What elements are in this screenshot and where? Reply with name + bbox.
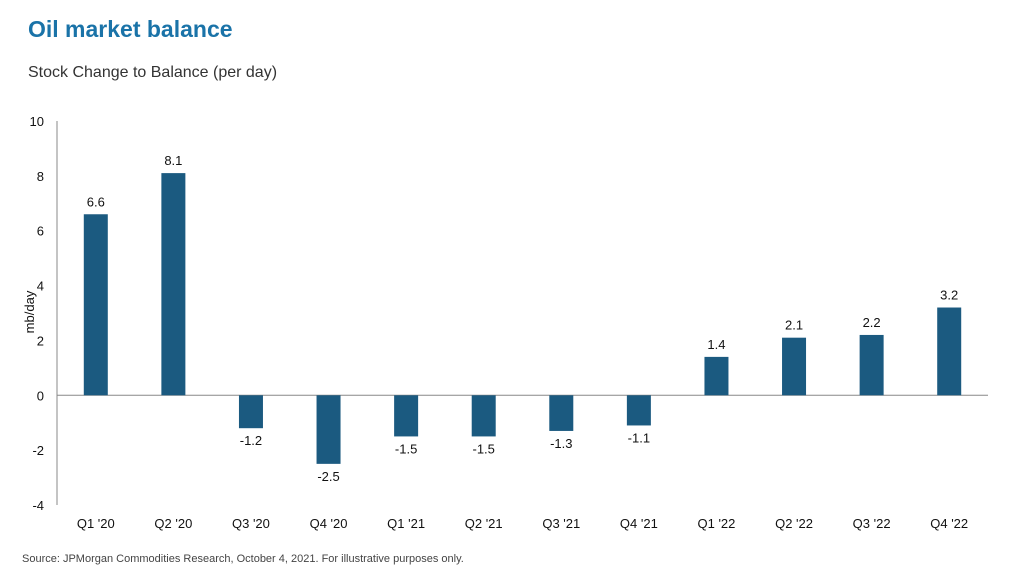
y-tick-label: 10: [30, 114, 44, 129]
data-label: -1.5: [395, 441, 417, 456]
source-note: Source: JPMorgan Commodities Research, O…: [22, 553, 464, 565]
chart-subtitle: Stock Change to Balance (per day): [28, 64, 278, 81]
data-label: -1.3: [550, 436, 572, 451]
x-tick-label: Q1 '22: [698, 516, 736, 531]
data-label: 1.4: [707, 337, 725, 352]
bar: [238, 395, 263, 429]
x-tick-label: Q2 '22: [775, 516, 813, 531]
bar: [549, 395, 574, 431]
x-tick-labels: Q1 '20 Q2 '20 Q3 '20 Q4 '20 Q1 '21 Q2 '21 Q3 '…: [77, 516, 968, 531]
bar: [937, 307, 962, 396]
bar: [626, 395, 651, 426]
x-tick-label: Q3 '21: [542, 516, 580, 531]
y-tick-label: 2: [37, 333, 44, 348]
x-tick-label: Q2 '21: [465, 516, 503, 531]
bar: [782, 337, 807, 396]
page-title: Oil market balance: [28, 16, 233, 42]
bar: [161, 173, 186, 396]
bar: [704, 356, 729, 396]
y-tick-label: 8: [37, 169, 44, 184]
data-label: -1.5: [473, 441, 495, 456]
data-label: -2.5: [317, 469, 339, 484]
data-label: 2.2: [863, 315, 881, 330]
axes: [56, 121, 988, 505]
y-tick-label: -2: [32, 443, 44, 458]
data-label: 2.1: [785, 318, 803, 333]
bar: [316, 395, 341, 464]
x-tick-label: Q1 '21: [387, 516, 425, 531]
bar: [83, 214, 108, 396]
bar: [394, 395, 419, 437]
data-label: 8.1: [164, 153, 182, 168]
y-axis-label: mb/day: [22, 290, 37, 333]
x-tick-label: Q4 '21: [620, 516, 658, 531]
x-tick-label: Q4 '22: [930, 516, 968, 531]
bar: [859, 334, 884, 396]
data-label: 3.2: [940, 288, 958, 303]
data-labels: 6.6 8.1 -1.2 -2.5 -1.5 -1.5 -1.3 -1.1 1.4 2.1 2.2 3…: [87, 153, 958, 484]
y-tick-label: 0: [37, 388, 44, 403]
x-tick-label: Q4 '20: [310, 516, 348, 531]
data-label: 6.6: [87, 194, 105, 209]
x-tick-label: Q3 '20: [232, 516, 270, 531]
y-tick-labels: -4 -2 0 2 4 6 8 10: [30, 114, 44, 513]
y-tick-label: -4: [32, 498, 44, 513]
y-tick-label: 6: [37, 224, 44, 239]
bars: [83, 173, 962, 464]
data-label: -1.2: [240, 433, 262, 448]
x-tick-label: Q1 '20: [77, 516, 115, 531]
bar: [471, 395, 496, 437]
data-label: -1.1: [628, 430, 650, 445]
x-tick-label: Q2 '20: [154, 516, 192, 531]
x-tick-label: Q3 '22: [853, 516, 891, 531]
y-tick-label: 4: [37, 279, 44, 294]
